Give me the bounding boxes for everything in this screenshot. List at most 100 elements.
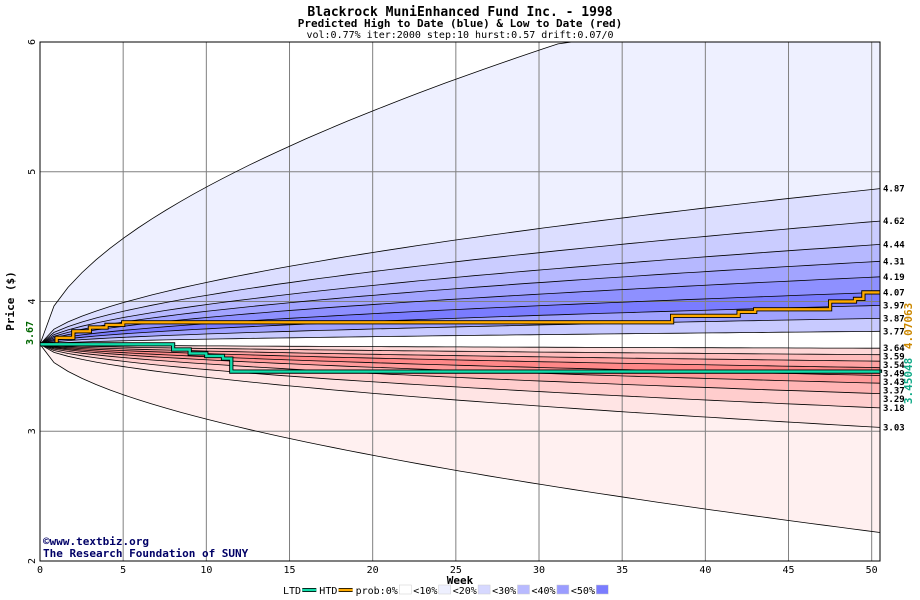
lower-band-7 (40, 344, 880, 428)
right-price-label: 3.29 (883, 395, 905, 405)
credit-website: ©www.textbiz.org (43, 535, 149, 548)
band-line (40, 344, 880, 533)
chart-subtitle: Predicted High to Date (blue) & Low to D… (298, 17, 623, 30)
x-axis-label: Week (447, 574, 474, 587)
band-line (40, 220, 880, 345)
lower-band-6 (40, 344, 880, 408)
x-tick-label: 10 (200, 565, 212, 576)
legend-prob-label: <10% (413, 586, 437, 597)
band-line (40, 305, 880, 345)
ltd-final-label: 3.45048 (902, 358, 915, 404)
x-tick-label: 30 (533, 565, 545, 576)
right-price-label: 3.77 (883, 327, 905, 337)
x-tick-label: 25 (450, 565, 462, 576)
chart-title: Blackrock MuniEnhanced Fund Inc. - 1998 (307, 5, 612, 20)
upper-band-3 (40, 244, 880, 345)
y-tick-label: 3 (27, 428, 38, 434)
legend-prob-swatch (517, 584, 530, 595)
band-line (40, 188, 880, 345)
band-line (40, 276, 880, 345)
band-line (40, 318, 880, 345)
legend-prob-label: <30% (492, 586, 516, 597)
right-price-label: 4.44 (883, 240, 905, 250)
right-price-label: 4.31 (883, 257, 905, 267)
legend-prob-label: <20% (453, 586, 477, 597)
legend-prob-swatch (596, 584, 609, 595)
upper-band-6 (40, 292, 880, 345)
legend-prob-swatch (556, 584, 570, 595)
htd-line (40, 291, 880, 346)
lower-band-8 (40, 344, 880, 533)
upper-band-8 (40, 318, 880, 345)
y-axis-label: Price ($) (4, 271, 17, 331)
legend-prob-swatch (438, 584, 451, 595)
right-price-label: 3.37 (883, 387, 905, 397)
y-tick-label: 5 (27, 169, 38, 175)
y-tick-label: 4 (27, 298, 38, 304)
upper-band-4 (40, 261, 880, 345)
right-price-label: 3.97 (883, 301, 905, 311)
band-line (40, 343, 880, 428)
start-price-label: 3.67 (25, 321, 36, 345)
legend: LTD HTD prob:0% <10% <20% <30% <40% <50% (283, 584, 609, 597)
plot-frame (39, 41, 881, 562)
right-price-label: 4.62 (883, 217, 905, 227)
band-line (40, 343, 880, 369)
legend-prob-swatch (399, 584, 412, 595)
band-line (40, 343, 880, 409)
upper-band-1 (40, 188, 880, 345)
htd-final-label: 4.07063 (902, 303, 915, 349)
legend-htd-label: HTD (319, 586, 337, 597)
band-line (40, 330, 880, 345)
right-price-label: 4.87 (883, 185, 905, 195)
legend-ltd-label: LTD (283, 586, 301, 597)
band-line (40, 42, 880, 345)
upper-band-2 (40, 221, 880, 345)
x-tick-label: 45 (782, 565, 794, 576)
x-tick-label: 35 (616, 565, 628, 576)
lower-band-0 (40, 344, 880, 355)
band-line (40, 343, 880, 394)
right-price-labels: 4.87 4.62 4.44 4.31 4.19 4.07 3.97 3.87 3.77 3.64… (883, 185, 905, 434)
x-tick-label: 40 (699, 565, 711, 576)
right-price-label: 3.64 (883, 344, 905, 354)
legend-prob-label: <40% (532, 586, 556, 597)
x-tick-label: 5 (120, 565, 126, 576)
band-line (40, 260, 880, 345)
right-price-label: 3.43 (883, 378, 905, 388)
x-tick-label: 0 (37, 565, 43, 576)
right-price-label: 4.19 (883, 273, 905, 283)
chart-params: vol:0.77% iter:2000 step:10 hurst:0.57 d… (306, 30, 613, 41)
lower-band-3 (40, 344, 880, 376)
y-tick-label: 2 (27, 558, 38, 564)
band-line (40, 343, 880, 349)
x-tick-label: 15 (283, 565, 295, 576)
band-boundaries (40, 42, 880, 533)
right-price-label: 3.87 (883, 314, 905, 324)
right-price-label: 3.03 (883, 423, 905, 433)
x-axis-ticks: 0 5 10 15 20 25 30 35 40 45 50 (37, 565, 878, 576)
legend-prob-label: <50% (571, 586, 595, 597)
legend-prob-label: prob:0% (356, 586, 398, 597)
upper-band-0 (40, 42, 880, 345)
lower-band-1 (40, 344, 880, 362)
right-price-label: 3.59 (883, 353, 905, 363)
right-price-label: 4.07 (883, 288, 905, 298)
band-line (40, 292, 880, 345)
x-tick-label: 20 (367, 565, 379, 576)
right-price-label: 3.54 (883, 361, 905, 371)
probability-bands (40, 42, 880, 533)
y-tick-label: 6 (27, 39, 38, 45)
band-line (40, 244, 880, 345)
legend-prob-swatch (477, 584, 491, 595)
series-lines (40, 290, 883, 374)
credit-organization: The Research Foundation of SUNY (43, 547, 249, 560)
upper-band-5 (40, 276, 880, 345)
ltd-line (40, 343, 882, 373)
right-price-label: 3.49 (883, 370, 905, 380)
x-tick-label: 50 (866, 565, 878, 576)
lower-band-5 (40, 344, 880, 394)
y-axis-ticks: 2 3 4 5 6 (27, 39, 38, 564)
right-price-label: 3.18 (883, 404, 905, 414)
